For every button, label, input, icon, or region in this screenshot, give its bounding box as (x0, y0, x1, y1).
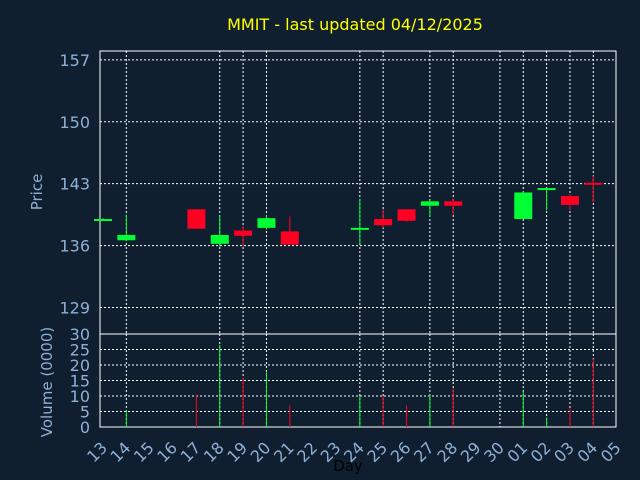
price-tick-label: 136 (59, 237, 90, 256)
volume-axis-label: Volume (0000) (38, 327, 56, 437)
price-tick-label: 129 (59, 298, 90, 317)
candle-body (117, 234, 136, 241)
price-tick-label: 157 (59, 51, 90, 70)
volume-gridlines (100, 333, 616, 428)
candlestick-series (94, 175, 603, 247)
price-axis-label: Price (28, 174, 46, 211)
volume-tick-label: 30 (70, 325, 90, 344)
candle-body (234, 230, 253, 236)
candle-body (584, 182, 603, 185)
volume-plot-frame (99, 333, 617, 428)
candle-body (537, 188, 556, 191)
candle-body (560, 196, 579, 205)
volume-bars (125, 344, 594, 427)
volume-tick-label: 15 (70, 372, 90, 391)
candle-body (280, 231, 299, 245)
volume-tick-label: 25 (70, 341, 90, 360)
price-gridlines (100, 51, 616, 334)
price-tick-label: 150 (59, 113, 90, 132)
price-plot-frame (99, 50, 617, 335)
candle-body (397, 209, 416, 221)
candle-body (374, 219, 393, 226)
price-tick-label: 143 (59, 175, 90, 194)
candle-body (444, 201, 463, 206)
volume-tick-label: 20 (70, 356, 90, 375)
day-axis-label: Day (333, 457, 363, 475)
price-axis-ticks: 129 136 143 150 157 (59, 51, 90, 318)
volume-tick-label: 10 (70, 387, 90, 406)
candle-body (187, 209, 206, 229)
day-tick-label: 05 (597, 438, 625, 466)
candle-body (350, 227, 369, 230)
candle-body (514, 192, 533, 220)
candle-body (420, 201, 439, 206)
candle-body (257, 218, 276, 228)
volume-tick-label: 5 (80, 403, 90, 422)
candle-body (94, 219, 112, 222)
volume-tick-label: 0 (80, 418, 90, 437)
chart-title: MMIT - last updated 04/12/2025 (227, 15, 483, 34)
candle-body (210, 234, 229, 244)
